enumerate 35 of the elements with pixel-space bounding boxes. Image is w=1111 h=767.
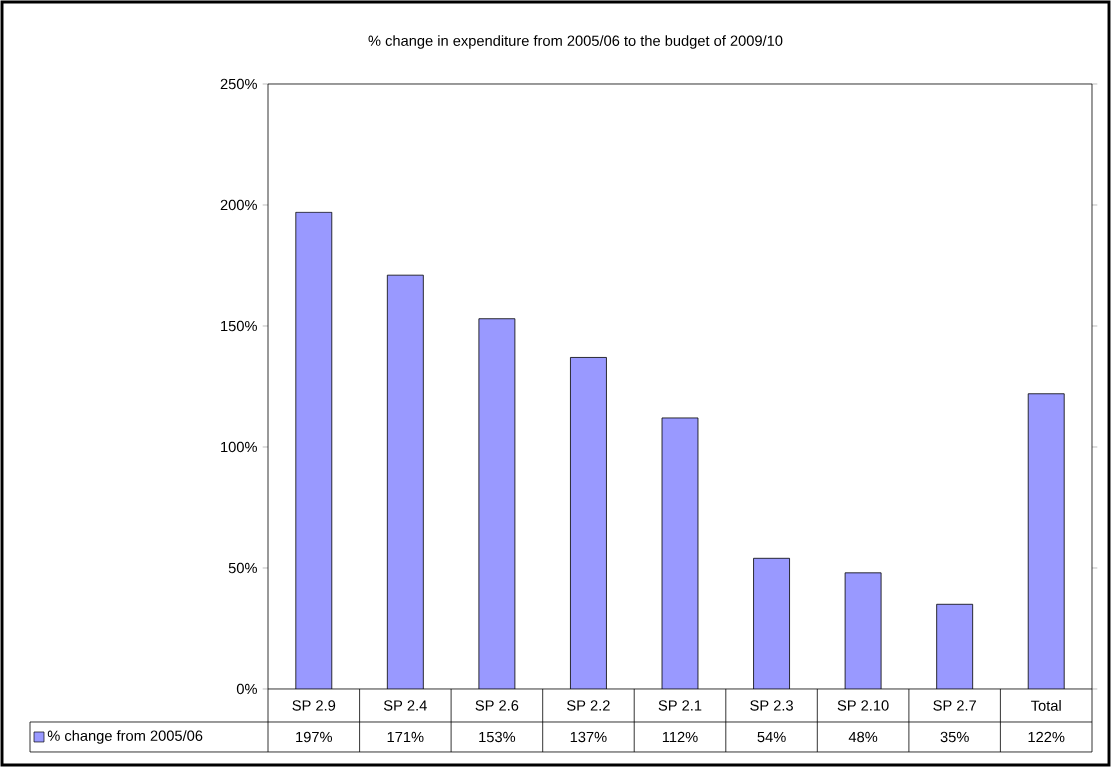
data-label: 35% bbox=[940, 731, 969, 743]
y-tick-label: 50% bbox=[228, 562, 257, 574]
x-tick-label: SP 2.1 bbox=[658, 700, 702, 711]
data-label: 54% bbox=[757, 731, 786, 743]
data-label: 48% bbox=[848, 731, 878, 743]
bar bbox=[936, 603, 974, 689]
data-label: 171% bbox=[387, 731, 424, 743]
bar bbox=[1027, 393, 1065, 689]
x-tick-label: SP 2.9 bbox=[292, 700, 336, 711]
bar bbox=[570, 357, 607, 689]
x-tick-label: SP 2.2 bbox=[567, 700, 610, 711]
y-tick-label: 250% bbox=[220, 78, 257, 90]
bar bbox=[661, 417, 699, 689]
data-label: 137% bbox=[570, 731, 607, 743]
data-label: 197% bbox=[296, 731, 333, 743]
x-tick-label: SP 2.7 bbox=[933, 700, 976, 711]
data-label: 122% bbox=[1028, 731, 1065, 743]
y-tick-label: 150% bbox=[221, 320, 257, 332]
legend-label: % change from 2005/06 bbox=[47, 730, 203, 744]
x-tick-label: SP 2.4 bbox=[383, 700, 427, 711]
bar bbox=[844, 572, 882, 689]
y-tick-label: 0% bbox=[236, 683, 257, 695]
x-tick-label: SP 2.6 bbox=[475, 700, 519, 711]
bar bbox=[753, 557, 790, 689]
bar bbox=[478, 318, 516, 689]
y-tick-label: 100% bbox=[221, 441, 257, 453]
data-label: 153% bbox=[479, 731, 516, 743]
bar bbox=[386, 274, 424, 689]
y-tick-label: 200% bbox=[220, 199, 257, 211]
x-tick-label: SP 2.3 bbox=[750, 700, 793, 711]
chart-title: % change in expenditure from 2005/06 to the budget of 2009/10 bbox=[368, 35, 783, 49]
bar bbox=[295, 211, 333, 689]
x-tick-label: SP 2.10 bbox=[837, 700, 889, 711]
x-tick-label: Total bbox=[1031, 700, 1061, 711]
data-label: 112% bbox=[662, 731, 698, 743]
